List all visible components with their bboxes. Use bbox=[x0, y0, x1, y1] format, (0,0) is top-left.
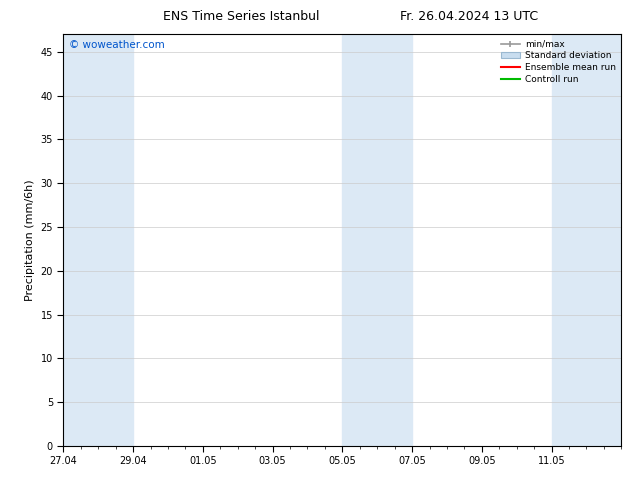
Bar bbox=[342, 34, 412, 446]
Text: © woweather.com: © woweather.com bbox=[69, 41, 165, 50]
Text: ENS Time Series Istanbul: ENS Time Series Istanbul bbox=[163, 10, 319, 23]
Text: Fr. 26.04.2024 13 UTC: Fr. 26.04.2024 13 UTC bbox=[400, 10, 538, 23]
Bar bbox=[63, 34, 133, 446]
Y-axis label: Precipitation (mm/6h): Precipitation (mm/6h) bbox=[25, 179, 35, 301]
Legend: min/max, Standard deviation, Ensemble mean run, Controll run: min/max, Standard deviation, Ensemble me… bbox=[497, 36, 619, 87]
Bar bbox=[552, 34, 621, 446]
